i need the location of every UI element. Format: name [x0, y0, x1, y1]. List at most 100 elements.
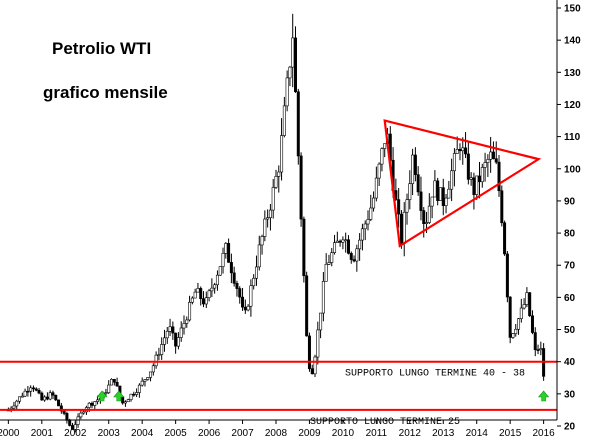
- overlays-group: SUPPORTO LUNGO TERMINE 40 - 38 SUPPORTO L…: [0, 119, 557, 428]
- candle: [441, 178, 445, 216]
- candle: [330, 247, 334, 267]
- candle: [285, 70, 289, 112]
- candle: [20, 392, 24, 398]
- candle: [149, 371, 153, 382]
- candle-body: [399, 213, 403, 244]
- candle: [34, 387, 38, 392]
- candle: [157, 347, 161, 361]
- candle: [154, 351, 158, 369]
- candle: [319, 312, 323, 339]
- candle: [452, 148, 456, 187]
- candle-body: [31, 387, 35, 390]
- candle: [377, 162, 381, 186]
- candle: [218, 266, 222, 276]
- candle-body: [20, 395, 24, 398]
- candle: [503, 220, 507, 256]
- candle: [263, 210, 267, 242]
- candle-body: [335, 240, 339, 243]
- candle-body: [62, 410, 66, 414]
- candle-body: [165, 331, 169, 339]
- candle-body: [48, 392, 52, 400]
- candle-body: [374, 177, 378, 199]
- candle: [533, 327, 537, 357]
- candle-body: [110, 378, 114, 386]
- candle-body: [232, 272, 236, 284]
- candle-body: [330, 252, 334, 263]
- x-tick-label: 2012: [399, 428, 422, 439]
- candle-body: [519, 307, 523, 320]
- candle: [243, 299, 247, 314]
- candle: [486, 154, 490, 177]
- candle-body: [397, 199, 401, 215]
- x-tick-label: 2010: [332, 428, 355, 439]
- candle-body: [285, 77, 289, 107]
- candle: [333, 234, 337, 255]
- x-tick-label: 2001: [31, 428, 54, 439]
- candle: [271, 178, 275, 219]
- candle-body: [271, 187, 275, 211]
- candle-body: [162, 337, 166, 345]
- x-tick-label: 2003: [98, 428, 121, 439]
- candle: [23, 388, 27, 398]
- x-tick-label: 2000: [0, 428, 20, 439]
- candle: [475, 175, 479, 200]
- candle: [160, 337, 164, 360]
- candle-body: [193, 291, 197, 299]
- candle-body: [182, 323, 186, 329]
- candle: [466, 142, 470, 185]
- candle: [497, 154, 501, 197]
- candle: [227, 238, 231, 263]
- x-tick-label: 2004: [131, 428, 154, 439]
- candle: [472, 172, 476, 210]
- candle-body: [26, 390, 30, 393]
- candle: [369, 194, 373, 222]
- candle-body: [472, 177, 476, 195]
- candle-body: [277, 171, 281, 177]
- candle-body: [299, 155, 303, 220]
- candle: [146, 377, 150, 381]
- candle: [500, 185, 504, 227]
- candle: [327, 254, 331, 266]
- candle: [229, 253, 233, 284]
- candle: [530, 310, 534, 335]
- candle-body: [366, 219, 370, 225]
- candle: [82, 410, 86, 415]
- candle-body: [321, 281, 325, 314]
- candle: [274, 169, 278, 189]
- candle-body: [104, 392, 108, 394]
- candle: [107, 380, 111, 394]
- candle-body: [483, 162, 487, 168]
- y-tick-label: 50: [564, 325, 576, 336]
- candle-body: [204, 297, 208, 305]
- x-tick-label: 2008: [265, 428, 288, 439]
- candle-body: [18, 396, 22, 402]
- candle-body: [179, 327, 183, 338]
- candle: [477, 161, 481, 199]
- candle: [48, 390, 52, 401]
- candle-body: [464, 147, 468, 155]
- candle: [193, 288, 197, 299]
- candle-body: [436, 180, 440, 201]
- candle-body: [257, 244, 261, 268]
- chart-subtitle: grafico mensile: [43, 83, 168, 102]
- candle-body: [254, 266, 258, 279]
- candle: [79, 410, 83, 420]
- candle: [321, 272, 325, 322]
- candle-body: [171, 326, 175, 334]
- candle-body: [45, 396, 49, 400]
- candle: [522, 298, 526, 310]
- candle: [447, 180, 451, 199]
- candle-body: [358, 239, 362, 250]
- candle-body: [135, 392, 139, 395]
- candle-body: [333, 242, 337, 253]
- candle: [76, 413, 80, 428]
- candle: [204, 291, 208, 309]
- candle: [358, 233, 362, 261]
- candle: [307, 332, 311, 372]
- candle-body: [425, 222, 429, 224]
- candle: [416, 166, 420, 196]
- candle: [305, 271, 309, 337]
- x-tick-label: 2002: [64, 428, 87, 439]
- candle: [40, 391, 44, 401]
